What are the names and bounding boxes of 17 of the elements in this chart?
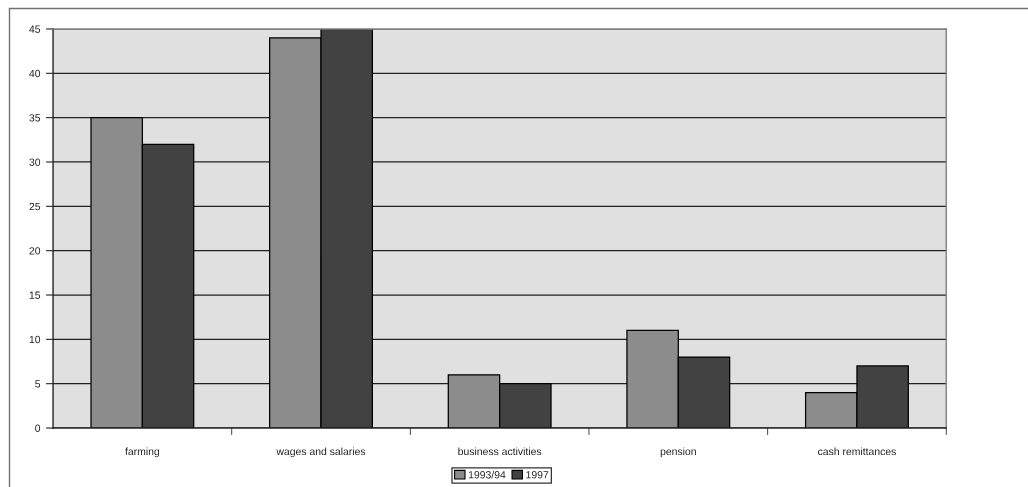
legend-label: 1997 <box>526 471 549 479</box>
y-tick-label: 35 <box>29 114 41 122</box>
x-tick-label: pension <box>660 447 696 458</box>
x-tick-label: farming <box>125 447 160 458</box>
y-tick-label: 10 <box>29 335 41 344</box>
y-tick-label: 45 <box>29 25 41 33</box>
x-tick-label: wages and salaries <box>276 447 366 458</box>
y-tick-label: 25 <box>29 202 41 211</box>
y-tick-label: 40 <box>29 69 41 78</box>
x-tick-label: business activities <box>458 447 542 456</box>
y-tick-label: 0 <box>35 424 41 432</box>
y-tick-label: 20 <box>29 247 41 255</box>
x-tick-label: cash remittances <box>818 447 896 456</box>
y-tick-label: 5 <box>35 380 41 388</box>
y-tick-label: 30 <box>29 158 41 166</box>
y-tick-label: 15 <box>29 291 41 299</box>
legend-label: 1993/94 <box>468 470 506 479</box>
